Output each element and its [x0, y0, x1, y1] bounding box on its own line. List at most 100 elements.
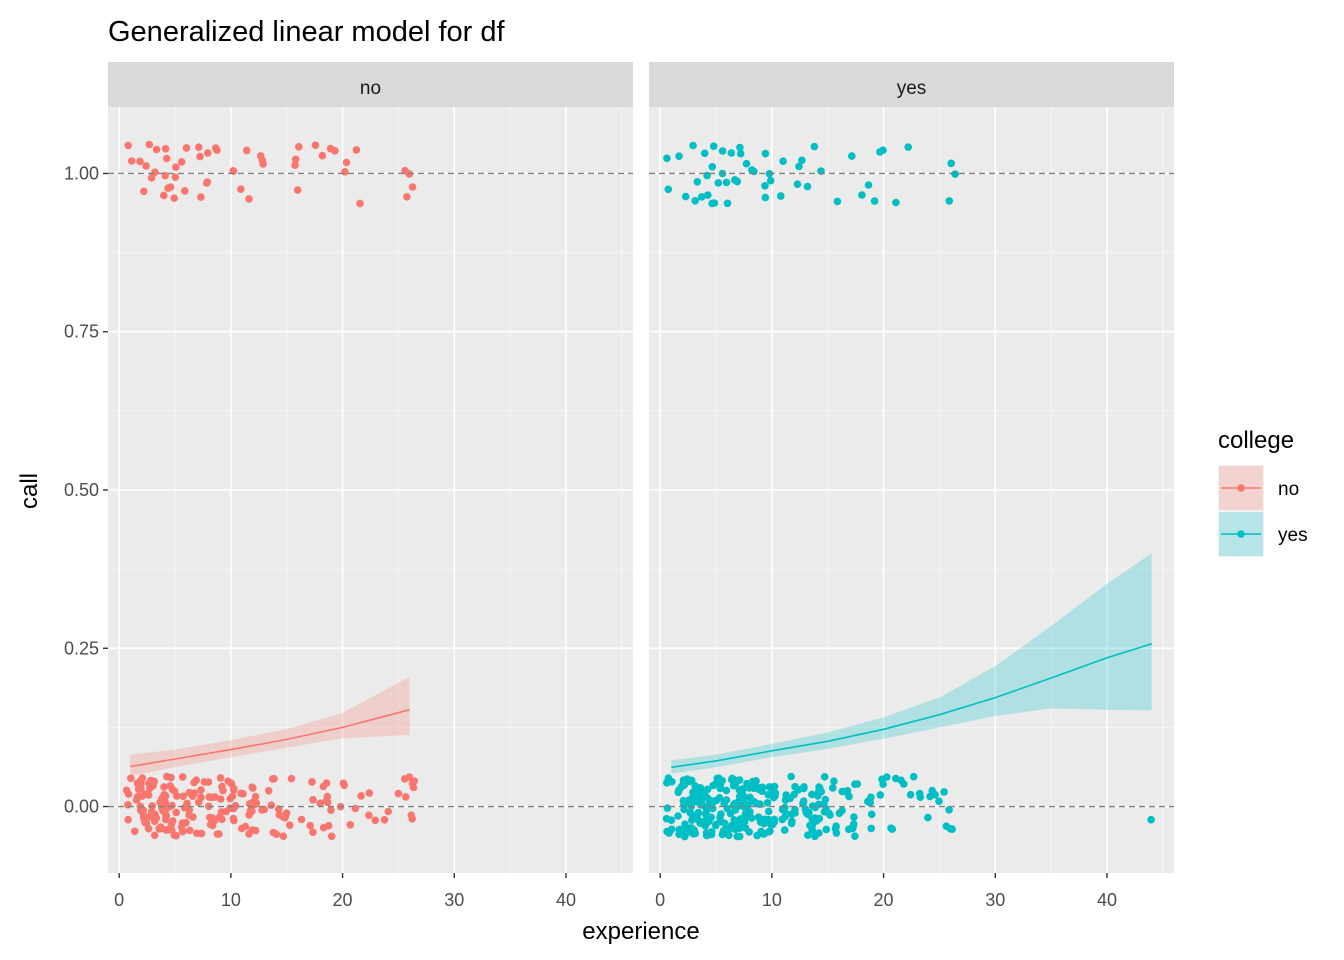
- data-point: [691, 197, 699, 205]
- data-point: [170, 194, 178, 202]
- data-point: [945, 806, 953, 814]
- data-point: [683, 824, 691, 832]
- data-point: [848, 152, 856, 160]
- data-point: [761, 182, 769, 190]
- data-point: [171, 173, 180, 181]
- data-point: [740, 793, 749, 802]
- data-point: [179, 792, 187, 801]
- legend-item-no: no: [1218, 465, 1299, 511]
- data-point: [777, 192, 785, 200]
- data-point: [1147, 815, 1155, 824]
- data-point: [754, 813, 763, 821]
- data-point: [851, 832, 859, 840]
- data-point: [216, 795, 225, 803]
- data-point: [251, 792, 260, 801]
- data-point: [812, 817, 821, 825]
- data-point: [230, 786, 238, 794]
- data-point: [766, 827, 774, 835]
- data-point: [764, 807, 773, 816]
- data-point: [736, 143, 744, 152]
- x-tick-label: 20: [333, 890, 353, 910]
- confidence-ribbon: [130, 676, 410, 777]
- data-point: [246, 807, 255, 815]
- data-point: [753, 831, 761, 840]
- data-point: [142, 162, 150, 170]
- data-point: [708, 199, 716, 208]
- data-point: [811, 832, 819, 841]
- data-point: [185, 826, 194, 835]
- data-point: [204, 149, 212, 157]
- data-point: [127, 157, 136, 165]
- data-point: [197, 793, 205, 802]
- y-tick-label: 0.00: [64, 797, 99, 817]
- facet-panel-yes: yes 0 10 20 30 40: [649, 62, 1174, 910]
- data-point: [150, 831, 159, 840]
- data-point: [675, 152, 683, 160]
- data-point: [167, 820, 176, 829]
- data-point: [853, 780, 862, 788]
- data-point: [704, 191, 712, 199]
- data-point: [718, 830, 727, 839]
- data-point: [722, 786, 731, 795]
- data-point: [323, 792, 332, 801]
- data-point: [718, 147, 727, 155]
- data-point: [403, 193, 411, 201]
- data-point: [196, 152, 204, 161]
- scatter-points: [122, 140, 419, 841]
- data-point: [365, 811, 373, 820]
- data-point: [793, 180, 802, 188]
- data-point: [727, 149, 736, 157]
- data-point: [249, 798, 257, 806]
- data-point: [291, 155, 300, 164]
- data-point: [668, 777, 676, 786]
- data-point: [248, 826, 256, 834]
- data-point: [229, 814, 238, 823]
- data-point: [323, 798, 332, 807]
- data-point: [904, 143, 912, 151]
- x-tick-label: 10: [762, 890, 782, 910]
- data-point: [245, 195, 253, 203]
- data-point: [185, 811, 193, 819]
- data-point: [833, 197, 842, 206]
- data-point: [693, 178, 702, 186]
- data-point: [178, 827, 187, 836]
- data-point: [148, 810, 157, 819]
- data-point: [182, 818, 190, 827]
- data-point: [799, 784, 808, 793]
- data-point: [217, 808, 226, 816]
- data-point: [213, 146, 221, 154]
- data-point: [172, 808, 180, 817]
- data-point: [787, 772, 795, 781]
- data-point: [306, 821, 314, 830]
- data-point: [264, 787, 273, 795]
- data-point: [747, 814, 756, 822]
- x-tick-label: 40: [1097, 890, 1117, 910]
- y-tick-label: 0.50: [64, 480, 99, 500]
- data-point: [946, 825, 955, 833]
- data-point: [166, 782, 175, 790]
- data-point: [700, 817, 708, 826]
- data-point: [138, 792, 146, 800]
- data-point: [272, 830, 281, 838]
- data-point: [867, 824, 875, 833]
- data-point: [795, 162, 803, 171]
- data-point: [674, 812, 682, 820]
- data-point: [802, 808, 810, 816]
- data-point: [858, 191, 866, 199]
- data-point: [127, 774, 135, 783]
- data-point: [722, 178, 731, 187]
- x-tick-label: 0: [114, 890, 124, 910]
- data-point: [945, 197, 954, 205]
- data-point: [663, 804, 672, 812]
- data-point: [172, 831, 180, 840]
- data-point: [407, 811, 416, 819]
- data-point: [145, 140, 154, 149]
- data-point: [356, 199, 364, 208]
- data-point: [327, 806, 335, 814]
- data-point: [124, 815, 132, 824]
- data-point: [195, 143, 203, 151]
- data-point: [226, 794, 235, 803]
- data-point: [319, 823, 328, 832]
- data-point: [832, 829, 841, 837]
- data-point: [780, 826, 789, 834]
